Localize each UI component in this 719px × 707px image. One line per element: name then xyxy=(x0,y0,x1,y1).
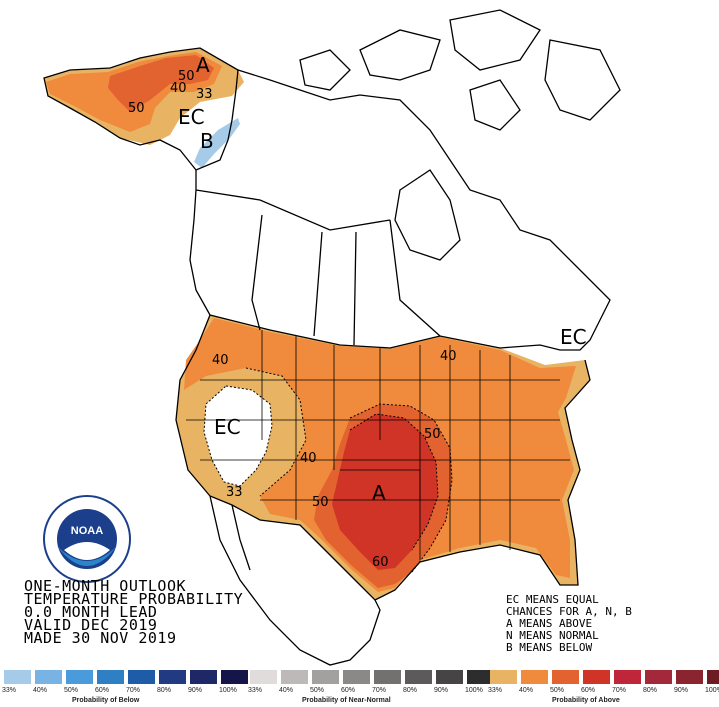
conus-above-60-region xyxy=(332,414,438,570)
alaska-below-33-region xyxy=(194,118,240,168)
above-tick-0: 33% xyxy=(488,687,503,694)
normal-tick-5: 80% xyxy=(403,687,418,694)
note-line-1: EC MEANS EQUAL xyxy=(506,593,599,606)
legend-notes: EC MEANS EQUAL CHANCES FOR A, N, B A MEA… xyxy=(506,594,632,654)
outlook-title-block: ONE-MONTH OUTLOOK TEMPERATURE PROBABILIT… xyxy=(24,577,244,647)
below-scale xyxy=(4,670,252,684)
note-line-2: CHANCES FOR A, N, B xyxy=(506,605,632,618)
normal-tick-7: 100% xyxy=(465,687,483,694)
above-tick-1: 40% xyxy=(519,687,534,694)
alaska-33-label: 33 xyxy=(196,87,213,102)
normal-swatch-4 xyxy=(374,670,401,684)
normal-swatch-1 xyxy=(281,670,308,684)
above-swatch-7 xyxy=(707,670,719,684)
alaska-below-label: B xyxy=(200,129,214,153)
conus-50b-label: 50 xyxy=(312,495,329,510)
title-line-3: 0.0 MONTH LEAD xyxy=(24,603,158,621)
above-tick-4: 70% xyxy=(612,687,627,694)
below-tick-3: 60% xyxy=(95,687,110,694)
conus-above-label: A xyxy=(372,481,386,505)
above-swatch-5 xyxy=(645,670,672,684)
below-swatch-7 xyxy=(221,670,248,684)
normal-scale-title: Probability of Near-Normal xyxy=(302,697,391,704)
title-line-1: ONE-MONTH OUTLOOK xyxy=(24,577,187,595)
alaska-40-label: 40 xyxy=(170,81,187,96)
above-swatch-1 xyxy=(521,670,548,684)
below-swatch-2 xyxy=(66,670,93,684)
conus-50a-label: 50 xyxy=(424,427,441,442)
below-swatch-6 xyxy=(190,670,217,684)
state-boundaries xyxy=(186,330,570,560)
above-scale-title: Probability of Above xyxy=(552,697,620,704)
noaa-logo-text: NOAA xyxy=(71,525,103,537)
conus-40b-label: 40 xyxy=(300,451,317,466)
alaska-above-label: A xyxy=(196,53,210,77)
normal-swatch-6 xyxy=(436,670,463,684)
conus-33-label: 33 xyxy=(226,485,243,500)
title-line-2: TEMPERATURE PROBABILITY xyxy=(24,590,244,608)
coastlines xyxy=(43,9,621,666)
probability-contours xyxy=(203,367,453,573)
below-ticks: 33% 40% 50% 60% 70% 80% 90% 100% xyxy=(2,687,250,694)
above-swatch-3 xyxy=(583,670,610,684)
normal-tick-2: 50% xyxy=(310,687,325,694)
above-tick-7: 100% xyxy=(705,687,719,694)
below-tick-4: 70% xyxy=(126,687,141,694)
alaska-ec-label: EC xyxy=(178,105,205,129)
below-tick-2: 50% xyxy=(64,687,79,694)
title-line-5: MADE 30 NOV 2019 xyxy=(24,629,177,647)
normal-swatch-5 xyxy=(405,670,432,684)
alaska-50-label: 50 xyxy=(178,69,195,84)
conus-ec-label: EC xyxy=(214,415,241,439)
below-swatch-0 xyxy=(4,670,31,684)
below-tick-7: 100% xyxy=(219,687,237,694)
normal-swatch-7 xyxy=(467,670,494,684)
above-tick-5: 80% xyxy=(643,687,658,694)
below-tick-0: 33% xyxy=(2,687,17,694)
note-line-5: B MEANS BELOW xyxy=(506,641,593,654)
below-swatch-1 xyxy=(35,670,62,684)
below-tick-5: 80% xyxy=(157,687,172,694)
above-swatch-6 xyxy=(676,670,703,684)
alaska-above-50-region xyxy=(108,55,214,112)
note-line-3: A MEANS ABOVE xyxy=(506,617,593,630)
normal-tick-6: 90% xyxy=(434,687,449,694)
alaska-west-50-label: 50 xyxy=(128,101,145,116)
normal-ticks: 33% 40% 50% 60% 70% 80% 90% 100% xyxy=(248,687,496,694)
normal-swatch-2 xyxy=(312,670,339,684)
noaa-logo: NOAA xyxy=(43,495,131,583)
below-tick-6: 90% xyxy=(188,687,203,694)
normal-swatch-3 xyxy=(343,670,370,684)
above-ticks: 33% 40% 50% 60% 70% 80% 90% 100% xyxy=(488,687,719,694)
above-swatch-4 xyxy=(614,670,641,684)
below-swatch-4 xyxy=(128,670,155,684)
below-scale-title: Probability of Below xyxy=(72,697,140,704)
normal-swatch-0 xyxy=(250,670,277,684)
above-tick-3: 60% xyxy=(581,687,596,694)
greatlakes-40-label: 40 xyxy=(440,349,457,364)
normal-tick-3: 60% xyxy=(341,687,356,694)
normal-tick-1: 40% xyxy=(279,687,294,694)
below-swatch-3 xyxy=(97,670,124,684)
northeast-ec-label: EC xyxy=(560,325,587,349)
above-swatch-0 xyxy=(490,670,517,684)
normal-scale xyxy=(250,670,498,684)
above-tick-2: 50% xyxy=(550,687,565,694)
normal-tick-4: 70% xyxy=(372,687,387,694)
below-swatch-5 xyxy=(159,670,186,684)
above-swatch-2 xyxy=(552,670,579,684)
conus-40-label: 40 xyxy=(212,353,229,368)
title-line-4: VALID DEC 2019 xyxy=(24,616,158,634)
note-line-4: N MEANS NORMAL xyxy=(506,629,599,642)
conus-ec-region xyxy=(204,386,272,486)
normal-tick-0: 33% xyxy=(248,687,263,694)
below-tick-1: 40% xyxy=(33,687,48,694)
above-scale xyxy=(490,670,719,684)
conus-60-label: 60 xyxy=(372,555,389,570)
above-tick-6: 90% xyxy=(674,687,689,694)
